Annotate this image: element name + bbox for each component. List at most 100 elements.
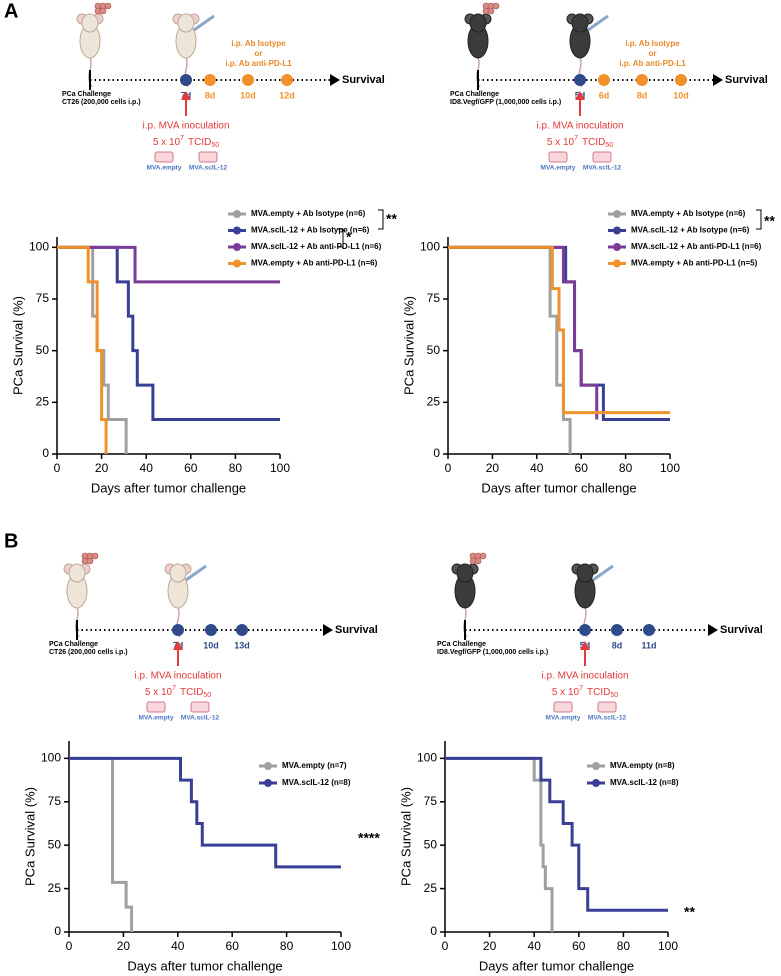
- x-axis-title: Days after tumor challenge: [91, 480, 246, 495]
- timeline-end: Survival: [342, 74, 385, 86]
- x-tick-label: 40: [530, 461, 544, 475]
- x-tick-label: 80: [619, 461, 633, 475]
- mouse-icon: [63, 563, 91, 638]
- syringe: [587, 14, 609, 32]
- timepoint-label: 6d: [599, 90, 610, 100]
- x-tick-label: 100: [331, 939, 351, 953]
- timepoint-label: 10d: [203, 640, 219, 650]
- y-tick-label: 0: [42, 446, 49, 460]
- y-tick-label: 0: [433, 446, 440, 460]
- vector-icon: [198, 151, 218, 163]
- legend-marker: [592, 762, 600, 770]
- mouse-head: [169, 563, 187, 583]
- dose-part: TCID: [188, 137, 211, 148]
- timepoint-dot: [242, 74, 254, 86]
- vector-icon: [592, 151, 612, 163]
- legend-marker: [233, 226, 241, 235]
- dose-part: 50: [203, 692, 211, 699]
- y-axis-title: PCa Survival (%): [398, 787, 413, 886]
- significance-bracket: [338, 228, 344, 248]
- legend-label: MVA.scIL-12 + Ab anti-PD-L1 (n=6): [251, 242, 382, 251]
- timepoint-label: 13d: [234, 640, 250, 650]
- timepoint-label: 8d: [612, 640, 623, 650]
- challenge-text: PCa Challenge: [62, 91, 111, 98]
- y-tick-label: 50: [36, 343, 50, 357]
- timepoint-dot: [172, 624, 184, 636]
- timeline-end: Survival: [720, 624, 763, 636]
- x-tick-label: 60: [184, 461, 198, 475]
- inoculation-dose: 5 x 107 TCID50: [153, 135, 219, 149]
- challenge-text: PCa Challenge: [49, 641, 98, 648]
- dose-part: 50: [605, 142, 613, 149]
- inoculation-arrowhead: [575, 91, 585, 100]
- x-tick-label: 80: [617, 939, 631, 953]
- mouse-icon: [76, 13, 104, 88]
- vector-label: MVA.scIL-12: [189, 165, 228, 172]
- y-tick-label: 25: [48, 881, 62, 895]
- x-tick-label: 0: [442, 939, 449, 953]
- syringe: [592, 564, 614, 582]
- y-axis-title: PCa Survival (%): [401, 296, 416, 395]
- timepoint-label: 8d: [637, 90, 648, 100]
- challenge-text: PCa Challenge: [437, 641, 486, 648]
- x-tick-label: 80: [280, 939, 294, 953]
- tumor-cell: [492, 2, 500, 10]
- x-tick-label: 60: [226, 939, 240, 953]
- vector-icon: [597, 701, 617, 713]
- challenge-text: CT26 (200,000 cells i.p.): [62, 99, 141, 106]
- legend-marker: [264, 762, 272, 770]
- syringe: [193, 14, 215, 32]
- vector-label: MVA.empty: [139, 715, 174, 722]
- timepoint-label: 12d: [279, 90, 295, 100]
- dose-part: 7: [574, 135, 578, 142]
- significance-bracket: [756, 209, 762, 230]
- survival-curve: [448, 245, 599, 420]
- survival-curve: [57, 245, 280, 421]
- inoculation-dose: 5 x 107 TCID50: [145, 685, 211, 699]
- timepoint-label: 11d: [641, 640, 656, 650]
- panel-label: A: [4, 0, 18, 22]
- x-tick-label: 40: [528, 939, 542, 953]
- y-tick-label: 75: [424, 794, 438, 808]
- inoculation-title: i.p. MVA inoculation: [142, 121, 229, 132]
- mouse-head: [456, 563, 474, 583]
- legend-label: MVA.empty + Ab Isotype (n=6): [251, 209, 366, 218]
- treatment-text: i.p. Ab anti-PD-L1: [619, 59, 686, 68]
- survival-curve: [57, 245, 128, 454]
- dose-part: 5 x 10: [145, 687, 173, 698]
- x-tick-label: 20: [117, 939, 131, 953]
- treatment-text: or: [649, 49, 657, 58]
- treatment-text: i.p. Ab Isotype: [231, 39, 286, 48]
- timepoint-dot: [281, 74, 293, 86]
- timepoint-label: 8d: [205, 90, 216, 100]
- survival-curve: [448, 245, 572, 454]
- dose-part: TCID: [582, 137, 605, 148]
- mouse-head: [571, 13, 589, 33]
- x-tick-label: 0: [66, 939, 73, 953]
- mouse-icon: [566, 13, 594, 88]
- legend-label: MVA.scIL-12 + Ab Isotype (n=6): [631, 226, 750, 235]
- timepoint-dot: [611, 624, 623, 636]
- timepoint-dot: [675, 74, 687, 86]
- legend-marker: [613, 210, 621, 218]
- vector-label: MVA.empty: [541, 165, 576, 172]
- x-tick-label: 0: [54, 461, 61, 475]
- mouse-icon: [164, 563, 192, 638]
- inoculation-title: i.p. MVA inoculation: [134, 671, 221, 682]
- x-tick-label: 20: [483, 939, 497, 953]
- legend-marker: [233, 243, 241, 251]
- tumor-cell: [479, 552, 487, 560]
- y-tick-label: 75: [427, 291, 441, 305]
- y-axis-title: PCa Survival (%): [22, 787, 37, 886]
- timepoint-dot: [598, 74, 610, 86]
- x-axis-title: Days after tumor challenge: [479, 958, 634, 973]
- significance-label: **: [764, 213, 775, 229]
- challenge-text: ID8.Vegf/GFP (1,000,000 cells i.p.): [450, 99, 561, 106]
- y-axis-title: PCa Survival (%): [10, 296, 25, 395]
- legend-marker: [613, 243, 621, 251]
- y-tick-label: 100: [41, 751, 61, 765]
- timepoint-dot: [574, 74, 586, 86]
- legend-marker: [233, 259, 241, 268]
- treatment-text: i.p. Ab Isotype: [625, 39, 680, 48]
- timepoint-dot: [180, 74, 192, 86]
